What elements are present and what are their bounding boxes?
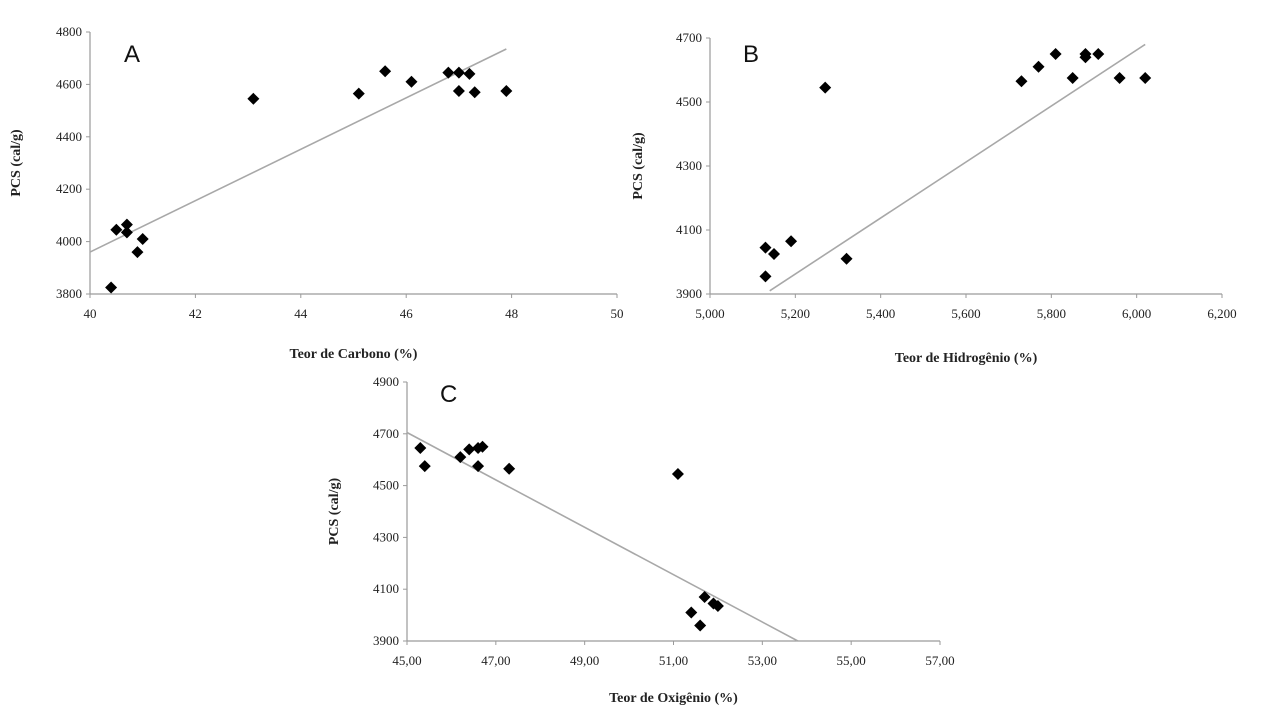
x-tick-label: 51,00 — [659, 653, 688, 668]
data-point — [500, 84, 513, 97]
y-tick-label: 4300 — [373, 529, 399, 544]
data-point — [418, 460, 431, 473]
trendline — [406, 431, 799, 642]
data-point — [105, 281, 118, 294]
data-point — [110, 223, 123, 236]
panel-label: A — [124, 41, 140, 68]
data-point — [694, 619, 707, 632]
trendline — [89, 48, 507, 253]
y-tick-label: 4500 — [373, 478, 399, 493]
data-point — [468, 86, 481, 99]
y-tick-label: 4800 — [56, 24, 82, 39]
chart-c: 3900 4100 4300 4500 4700 4900 45,00 47,00 49,00 5… — [327, 374, 955, 706]
x-tick-label: 5,200 — [781, 306, 810, 321]
data-point — [379, 65, 392, 78]
x-tick-label: 49,00 — [570, 653, 599, 668]
x-tick-label: 48 — [505, 306, 518, 321]
data-point — [414, 442, 427, 455]
data-point — [452, 66, 465, 79]
y-tick-label: 4900 — [373, 374, 399, 389]
x-tick-label: 57,00 — [925, 653, 954, 668]
data-point — [840, 252, 853, 265]
y-tick-label: 4700 — [373, 426, 399, 441]
chart-a: 3800 4000 4200 4400 4600 4800 40 42 44 46 48 50 Teor… — [9, 24, 624, 362]
x-tick-label: 50 — [611, 306, 624, 321]
data-point — [452, 84, 465, 97]
data-point — [759, 241, 772, 254]
data-point — [685, 606, 698, 619]
data-point — [136, 232, 149, 245]
data-point — [472, 460, 485, 473]
data-point — [1092, 48, 1105, 60]
y-tick-label: 4100 — [373, 581, 399, 596]
y-tick-label: 4500 — [676, 94, 702, 109]
x-tick-label: 53,00 — [748, 653, 777, 668]
y-axis-label: PCS (cal/g) — [327, 478, 342, 546]
data-point — [503, 462, 516, 475]
y-axis-label: PCS (cal/g) — [631, 132, 646, 200]
data-point — [442, 66, 455, 79]
data-point — [819, 81, 832, 94]
data-point — [785, 235, 798, 248]
data-point — [405, 75, 418, 88]
data-point — [120, 218, 133, 231]
x-tick-label: 6,200 — [1207, 306, 1236, 321]
data-point — [1066, 72, 1079, 84]
data-point — [1015, 75, 1028, 88]
y-tick-label: 4600 — [56, 76, 82, 91]
trendline — [769, 43, 1146, 292]
data-point — [476, 440, 489, 453]
data-point — [1049, 48, 1062, 60]
x-tick-label: 45,00 — [392, 653, 421, 668]
x-tick-label: 5,600 — [951, 306, 980, 321]
x-axis-label: Teor de Oxigênio (%) — [609, 691, 738, 706]
y-tick-label: 3900 — [373, 633, 399, 648]
x-tick-label: 5,400 — [866, 306, 895, 321]
x-tick-label: 5,800 — [1037, 306, 1066, 321]
y-tick-label: 3900 — [676, 286, 702, 301]
x-tick-label: 42 — [189, 306, 202, 321]
data-point — [247, 92, 260, 105]
data-point — [768, 248, 780, 260]
data-point — [131, 246, 144, 259]
y-tick-label: 4200 — [56, 181, 82, 196]
data-point — [463, 443, 476, 456]
data-point — [711, 600, 724, 613]
data-point — [454, 451, 467, 464]
panel-label: B — [743, 41, 759, 68]
x-tick-label: 44 — [294, 306, 308, 321]
x-axis-label: Teor de Carbono (%) — [290, 347, 418, 362]
data-point — [120, 226, 133, 239]
chart-b: 3900 4100 4300 4500 4700 5,000 5,200 5,400 5,600… — [631, 30, 1237, 366]
data-point — [1032, 60, 1045, 73]
data-point — [671, 467, 684, 480]
data-point — [463, 67, 476, 80]
data-point — [1139, 72, 1152, 84]
y-axis-label: PCS (cal/g) — [9, 129, 24, 197]
data-point — [759, 270, 772, 283]
x-tick-label: 6,000 — [1122, 306, 1151, 321]
x-tick-label: 46 — [400, 306, 414, 321]
x-tick-label: 55,00 — [837, 653, 866, 668]
x-tick-label: 5,000 — [695, 306, 724, 321]
y-tick-label: 4100 — [676, 222, 702, 237]
y-tick-label: 3800 — [56, 286, 82, 301]
y-tick-label: 4400 — [56, 129, 82, 144]
y-tick-label: 4300 — [676, 158, 702, 173]
data-point — [698, 590, 711, 603]
x-axis-label: Teor de Hidrogênio (%) — [895, 351, 1038, 366]
data-point — [352, 87, 365, 100]
x-tick-label: 40 — [84, 306, 97, 321]
data-point — [1113, 72, 1126, 84]
x-tick-label: 47,00 — [481, 653, 510, 668]
y-tick-label: 4700 — [676, 30, 702, 45]
y-tick-label: 4000 — [56, 234, 82, 249]
panel-label: C — [440, 381, 457, 408]
data-point — [1079, 48, 1092, 60]
